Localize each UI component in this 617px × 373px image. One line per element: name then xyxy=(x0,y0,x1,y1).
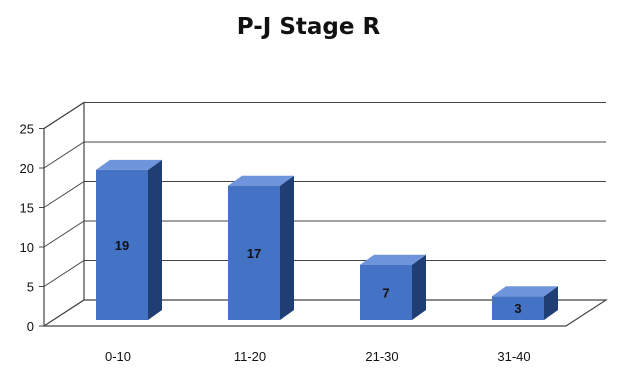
bar-top xyxy=(96,159,162,170)
chart-title: P-J Stage R xyxy=(236,14,381,40)
y-axis-ticks: 0 5 10 15 20 25 xyxy=(20,122,34,335)
gridlines xyxy=(39,102,606,327)
y-tick-label: 25 xyxy=(20,122,34,137)
x-tick-label: 0-10 xyxy=(105,349,131,364)
gridline xyxy=(43,299,606,327)
bar-top xyxy=(360,254,426,265)
bar-21-30: 7 xyxy=(360,254,426,320)
y-tick-label: 10 xyxy=(20,240,34,255)
data-label: 7 xyxy=(382,285,389,300)
y-tick-label: 0 xyxy=(27,319,34,334)
bars: 19 17 7 3 xyxy=(96,159,558,320)
bar-top xyxy=(228,175,294,186)
bar-side xyxy=(148,159,162,320)
gridline xyxy=(43,141,606,169)
bar-11-20: 17 xyxy=(228,175,294,320)
gridline xyxy=(43,220,606,248)
side-wall xyxy=(43,101,85,326)
data-label: 19 xyxy=(115,238,129,253)
y-tick-label: 15 xyxy=(20,201,34,216)
bar-top xyxy=(492,286,558,297)
y-tick-label: 20 xyxy=(20,161,34,176)
bar-side xyxy=(412,254,426,320)
gridline xyxy=(43,260,606,287)
y-tick-label: 5 xyxy=(27,280,34,295)
bar-front xyxy=(96,169,148,320)
x-axis-ticks: 0-10 11-20 21-30 31-40 xyxy=(105,349,531,364)
x-tick-label: 11-20 xyxy=(234,349,266,364)
bar-side xyxy=(280,175,294,320)
bar-side xyxy=(544,286,558,320)
bar-front xyxy=(360,264,412,320)
data-label: 3 xyxy=(514,301,521,316)
bar-31-40: 3 xyxy=(492,286,558,320)
bar-front xyxy=(492,296,544,320)
bar-0-10: 19 xyxy=(96,159,162,320)
gridline xyxy=(43,102,606,129)
x-tick-label: 31-40 xyxy=(497,349,530,364)
x-tick-label: 21-30 xyxy=(365,349,398,364)
bar-front xyxy=(228,185,280,320)
data-label: 17 xyxy=(247,246,261,261)
gridline xyxy=(43,181,606,208)
